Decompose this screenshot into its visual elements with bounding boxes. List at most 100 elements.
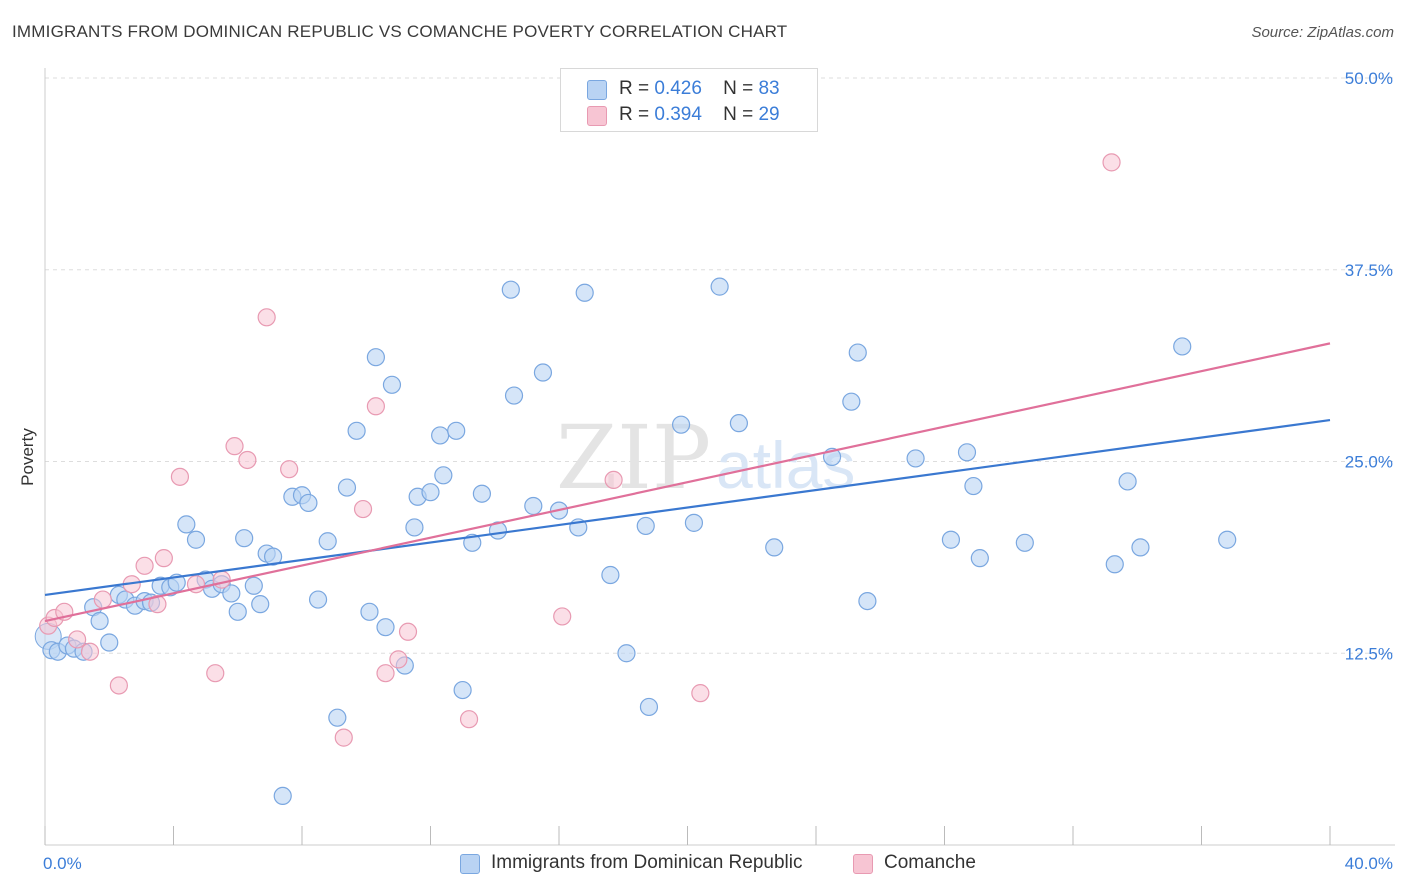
y-axis-label: Poverty	[18, 428, 37, 486]
data-point-pink	[398, 622, 418, 641]
data-point-blue	[636, 516, 655, 536]
data-point-pink	[109, 676, 128, 695]
legend-swatch-pink	[587, 106, 607, 126]
data-point-blue	[533, 363, 553, 382]
series-blue-points	[34, 277, 1237, 806]
data-point-pink	[206, 664, 225, 683]
data-point-blue	[601, 565, 620, 585]
data-point-blue	[222, 584, 241, 603]
data-point-blue	[842, 392, 861, 411]
x-tick-label: 40.0%	[1345, 854, 1393, 873]
r-label: R =	[619, 104, 650, 125]
data-point-blue	[504, 386, 524, 405]
chart-title: IMMIGRANTS FROM DOMINICAN REPUBLIC VS CO…	[12, 22, 788, 41]
data-point-blue	[848, 343, 867, 362]
data-point-blue	[431, 426, 450, 445]
data-point-blue	[347, 421, 366, 440]
data-point-pink	[376, 664, 395, 683]
y-tick-label: 37.5%	[1345, 261, 1393, 280]
data-point-blue	[360, 602, 379, 621]
data-point-blue	[729, 414, 749, 433]
legend-swatch-blue	[587, 80, 607, 100]
data-point-blue	[328, 708, 347, 727]
data-point-blue	[186, 530, 206, 549]
data-point-blue	[382, 375, 402, 394]
r-value: 0.426	[654, 78, 702, 99]
data-point-pink	[691, 684, 710, 703]
data-point-pink	[212, 570, 231, 589]
data-point-pink	[68, 630, 87, 649]
data-point-blue	[1015, 533, 1034, 552]
source-label: Source: ZipAtlas.com	[1251, 24, 1394, 41]
data-point-blue	[405, 518, 424, 537]
data-point-blue	[970, 549, 989, 568]
data-point-blue	[524, 496, 543, 516]
data-point-pink	[257, 308, 276, 327]
data-point-blue	[1118, 472, 1137, 491]
y-tick-label: 12.5%	[1345, 644, 1393, 663]
data-point-pink	[459, 710, 479, 729]
data-point-pink	[238, 450, 257, 470]
data-point-blue	[318, 532, 337, 551]
data-point-blue	[501, 280, 520, 299]
data-point-blue	[251, 595, 270, 614]
r-value: 0.394	[654, 104, 702, 125]
data-point-blue	[263, 547, 283, 566]
data-point-pink	[80, 642, 100, 661]
data-point-blue	[235, 529, 254, 548]
y-tick-label: 25.0%	[1345, 453, 1393, 472]
data-point-blue	[575, 283, 594, 302]
data-point-blue	[906, 449, 925, 468]
data-point-blue	[434, 466, 453, 485]
data-point-blue	[299, 493, 318, 513]
legend-swatch-pink	[853, 854, 873, 874]
data-point-blue	[177, 515, 196, 534]
x-tick-label: 0.0%	[43, 854, 82, 873]
data-point-pink	[93, 590, 112, 609]
data-point-pink	[135, 556, 154, 575]
data-point-blue	[1218, 530, 1237, 549]
stats-legend: R = 0.426 N = 83 R = 0.394 N = 29	[560, 68, 818, 132]
data-point-pink	[225, 437, 244, 456]
data-point-blue	[453, 680, 472, 700]
data-point-blue	[244, 576, 263, 595]
n-label: N =	[723, 78, 754, 99]
data-point-pink	[170, 467, 190, 486]
axes	[44, 68, 1395, 846]
data-point-pink	[366, 397, 385, 416]
data-point-blue	[639, 697, 659, 717]
data-point-pink	[553, 607, 572, 626]
data-point-blue	[941, 530, 961, 549]
data-point-blue	[617, 644, 636, 663]
data-point-blue	[376, 618, 395, 637]
n-value: 83	[758, 78, 780, 99]
data-point-blue	[957, 443, 977, 462]
data-point-blue	[90, 611, 109, 631]
data-point-pink	[604, 470, 623, 490]
data-point-pink	[389, 650, 408, 669]
data-point-blue	[765, 538, 784, 557]
data-point-pink	[280, 460, 299, 479]
legend-swatch-blue	[460, 854, 480, 874]
data-point-blue	[463, 533, 482, 552]
tick-labels: 12.5% 25.0% 37.5% 50.0% 0.0% 40.0%	[43, 69, 1393, 873]
data-point-blue	[421, 483, 440, 502]
data-point-blue	[447, 421, 466, 440]
trend-line-pink	[44, 342, 1331, 623]
n-label: N =	[723, 104, 754, 125]
data-point-blue	[858, 591, 877, 611]
data-point-blue	[337, 478, 357, 497]
data-point-blue	[273, 786, 292, 806]
data-point-pink	[1102, 153, 1121, 172]
data-point-pink	[154, 549, 173, 568]
data-point-pink	[353, 499, 373, 519]
trend-lines	[44, 342, 1331, 623]
legend-label: Immigrants from Dominican Republic	[491, 852, 803, 873]
data-point-blue	[710, 277, 729, 296]
data-point-blue	[1105, 555, 1124, 574]
data-point-blue	[228, 602, 247, 621]
data-point-blue	[366, 348, 385, 367]
data-point-blue	[1173, 337, 1192, 356]
data-point-blue	[1131, 538, 1150, 557]
